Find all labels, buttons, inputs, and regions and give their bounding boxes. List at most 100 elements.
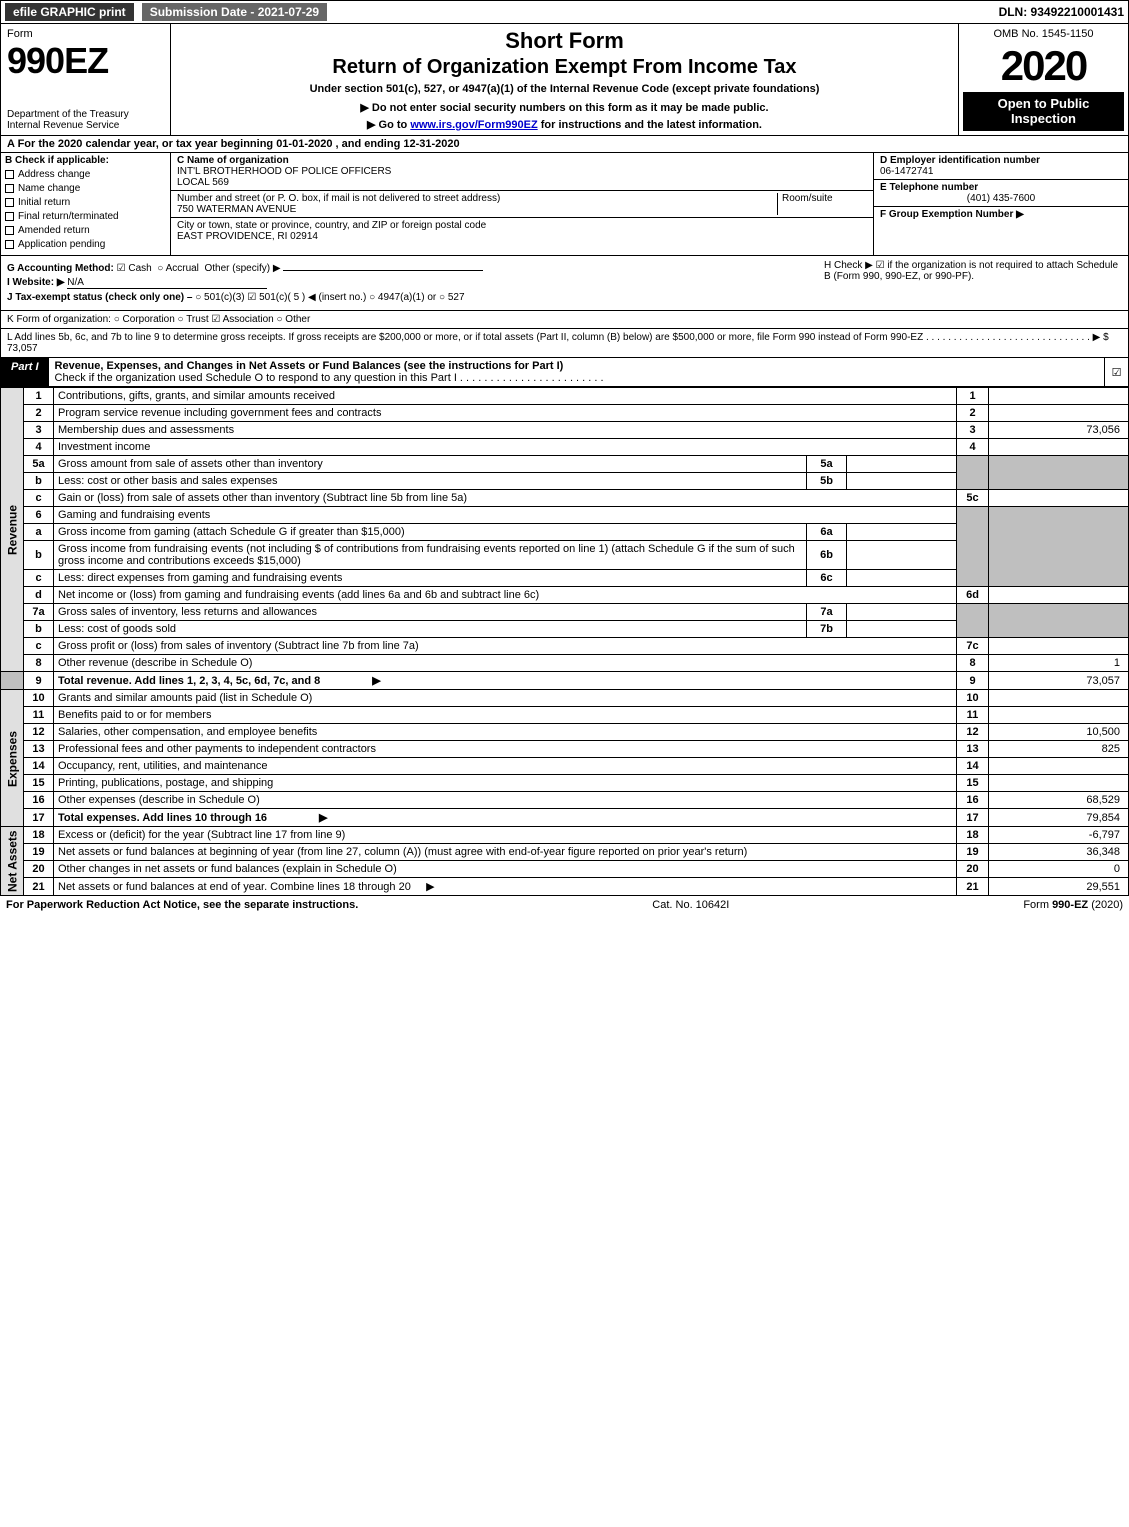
- l5ab-grey-amt: [989, 456, 1129, 490]
- l1-rnum: 1: [957, 388, 989, 405]
- column-def: D Employer identification number 06-1472…: [873, 153, 1128, 255]
- row-a-tax-year: A For the 2020 calendar year, or tax yea…: [0, 136, 1129, 153]
- header-left: Form 990EZ Department of the Treasury In…: [1, 24, 171, 135]
- side-net-assets: Net Assets: [1, 827, 24, 896]
- l10-rnum: 10: [957, 690, 989, 707]
- l19-desc: Net assets or fund balances at beginning…: [54, 844, 957, 861]
- g-label: G Accounting Method:: [7, 263, 114, 274]
- l21-amount: 29,551: [989, 878, 1129, 896]
- lines-table: Revenue 1 Contributions, gifts, grants, …: [0, 387, 1129, 896]
- phone-value: (401) 435-7600: [880, 193, 1122, 204]
- l10-desc: Grants and similar amounts paid (list in…: [54, 690, 957, 707]
- g-other-input[interactable]: [283, 270, 483, 271]
- j-options: ○ 501(c)(3) ☑ 501(c)( 5 ) ◀ (insert no.)…: [195, 292, 464, 303]
- l5c-desc: Gain or (loss) from sale of assets other…: [54, 490, 957, 507]
- l9-rnum: 9: [957, 672, 989, 690]
- l7a-desc: Gross sales of inventory, less returns a…: [54, 604, 807, 621]
- l6b-num: b: [24, 541, 54, 570]
- room-suite-label: Room/suite: [777, 193, 867, 215]
- row-l-text: L Add lines 5b, 6c, and 7b to line 9 to …: [7, 332, 1109, 343]
- l20-desc: Other changes in net assets or fund bala…: [54, 861, 957, 878]
- l7ab-grey-amt: [989, 604, 1129, 638]
- ein-label: D Employer identification number: [880, 155, 1122, 166]
- side-rev-end: [1, 672, 24, 690]
- l7a-num: 7a: [24, 604, 54, 621]
- l4-amount: [989, 439, 1129, 456]
- omb-number: OMB No. 1545-1150: [963, 28, 1124, 40]
- org-name-1: INT'L BROTHERHOOD OF POLICE OFFICERS: [177, 166, 391, 177]
- paperwork-notice: For Paperwork Reduction Act Notice, see …: [6, 899, 358, 911]
- l3-amount: 73,056: [989, 422, 1129, 439]
- l13-rnum: 13: [957, 741, 989, 758]
- check-initial-return[interactable]: [5, 198, 14, 207]
- l8-amount: 1: [989, 655, 1129, 672]
- l9-num: 9: [24, 672, 54, 690]
- l5b-sub: 5b: [807, 473, 847, 490]
- city-value: EAST PROVIDENCE, RI 02914: [177, 231, 318, 242]
- dln-label: DLN: 93492210001431: [999, 5, 1124, 19]
- l5a-num: 5a: [24, 456, 54, 473]
- l1-amount: [989, 388, 1129, 405]
- l17-amount: 79,854: [989, 809, 1129, 827]
- check-amended-return[interactable]: [5, 226, 14, 235]
- tax-year: 2020: [963, 42, 1124, 90]
- check-application-pending[interactable]: [5, 240, 14, 249]
- l6a-sub: 6a: [807, 524, 847, 541]
- l16-num: 16: [24, 792, 54, 809]
- l9-arrow: ▶: [372, 675, 380, 687]
- l6a-num: a: [24, 524, 54, 541]
- l7c-num: c: [24, 638, 54, 655]
- l2-num: 2: [24, 405, 54, 422]
- l17-desc: Total expenses. Add lines 10 through 16: [58, 812, 267, 824]
- l13-desc: Professional fees and other payments to …: [54, 741, 957, 758]
- ein-value: 06-1472741: [880, 166, 933, 177]
- l14-amount: [989, 758, 1129, 775]
- l8-num: 8: [24, 655, 54, 672]
- l5c-num: c: [24, 490, 54, 507]
- l7b-subval: [847, 621, 957, 638]
- label-application-pending: Application pending: [18, 239, 105, 250]
- check-address-change[interactable]: [5, 170, 14, 179]
- l16-amount: 68,529: [989, 792, 1129, 809]
- goto-prefix: ▶ Go to: [367, 119, 410, 131]
- street-value: 750 WATERMAN AVENUE: [177, 204, 296, 215]
- check-final-return[interactable]: [5, 212, 14, 221]
- l19-num: 19: [24, 844, 54, 861]
- side-revenue: Revenue: [1, 388, 24, 672]
- l6b-sub: 6b: [807, 541, 847, 570]
- section-bcdef: B Check if applicable: Address change Na…: [0, 153, 1129, 256]
- l8-rnum: 8: [957, 655, 989, 672]
- row-l-gross-receipts: L Add lines 5b, 6c, and 7b to line 9 to …: [0, 329, 1129, 358]
- l18-desc: Excess or (deficit) for the year (Subtra…: [54, 827, 957, 844]
- goto-suffix: for instructions and the latest informat…: [538, 119, 762, 131]
- l15-num: 15: [24, 775, 54, 792]
- efile-button[interactable]: efile GRAPHIC print: [5, 3, 134, 21]
- l15-desc: Printing, publications, postage, and shi…: [54, 775, 957, 792]
- row-l-amount: 73,057: [7, 343, 38, 354]
- check-name-change[interactable]: [5, 184, 14, 193]
- l19-rnum: 19: [957, 844, 989, 861]
- goto-link[interactable]: www.irs.gov/Form990EZ: [410, 119, 537, 131]
- l3-rnum: 3: [957, 422, 989, 439]
- l6-grey-amt: [989, 507, 1129, 587]
- return-title: Return of Organization Exempt From Incom…: [179, 56, 950, 79]
- l12-num: 12: [24, 724, 54, 741]
- l18-rnum: 18: [957, 827, 989, 844]
- l12-rnum: 12: [957, 724, 989, 741]
- l1-num: 1: [24, 388, 54, 405]
- l7b-desc: Less: cost of goods sold: [54, 621, 807, 638]
- l5ab-grey: [957, 456, 989, 490]
- goto-line: ▶ Go to www.irs.gov/Form990EZ for instru…: [179, 118, 950, 131]
- l10-num: 10: [24, 690, 54, 707]
- l16-rnum: 16: [957, 792, 989, 809]
- l5c-rnum: 5c: [957, 490, 989, 507]
- l4-desc: Investment income: [54, 439, 957, 456]
- website-value: N/A: [67, 277, 267, 289]
- g-accrual: Accrual: [166, 263, 199, 274]
- l7a-subval: [847, 604, 957, 621]
- part1-check[interactable]: ☑: [1104, 358, 1128, 386]
- l2-amount: [989, 405, 1129, 422]
- l7ab-grey: [957, 604, 989, 638]
- l18-amount: -6,797: [989, 827, 1129, 844]
- l6c-desc: Less: direct expenses from gaming and fu…: [54, 570, 807, 587]
